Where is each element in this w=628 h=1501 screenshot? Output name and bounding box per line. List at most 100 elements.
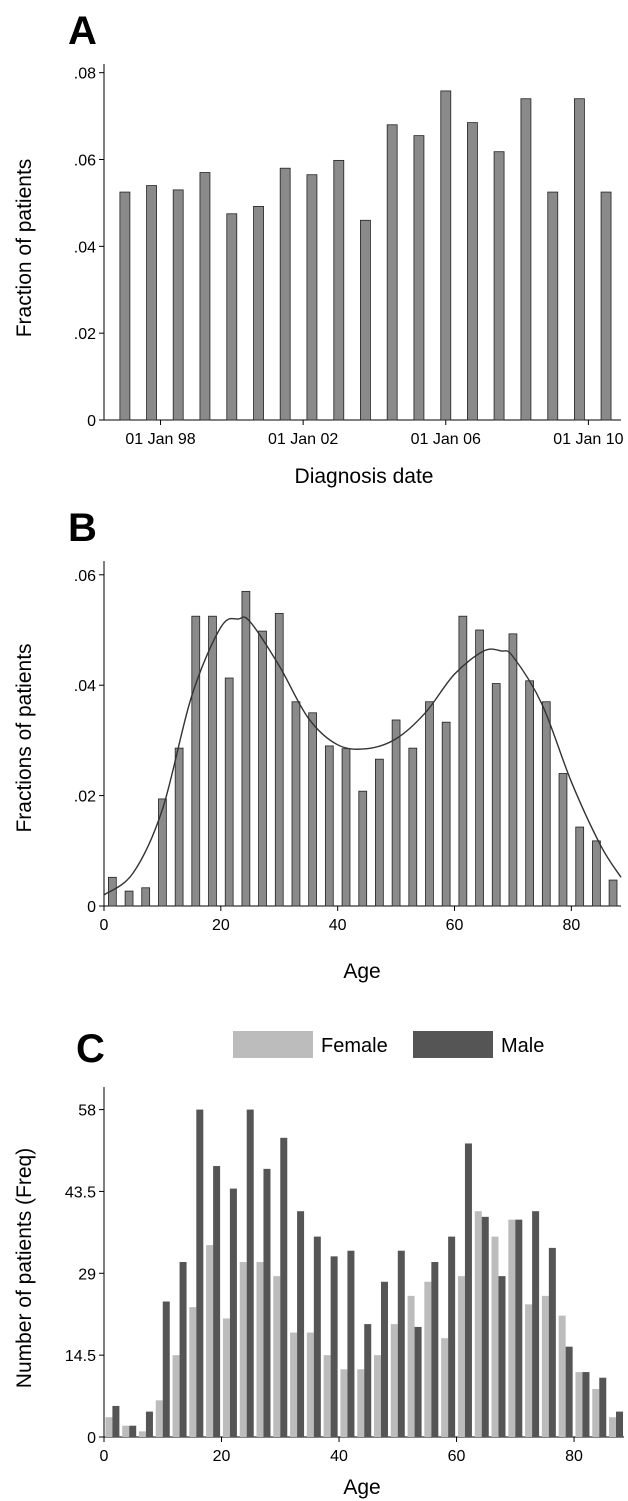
bar bbox=[333, 159, 345, 421]
bar bbox=[224, 677, 234, 907]
y-tick-label: 0 bbox=[87, 1430, 96, 1447]
bar-male bbox=[112, 1405, 120, 1437]
legend-label-male: Male bbox=[501, 1035, 544, 1057]
bar bbox=[306, 174, 318, 421]
x-tick-label: 80 bbox=[562, 917, 580, 934]
y-tick-label: 0 bbox=[87, 899, 96, 916]
x-tick-label: 01 Jan 02 bbox=[268, 431, 338, 448]
bar-female bbox=[138, 1431, 146, 1437]
bar bbox=[279, 167, 291, 421]
bar bbox=[547, 191, 559, 421]
bar-female bbox=[575, 1372, 583, 1437]
bar-female bbox=[239, 1262, 247, 1437]
y-tick-label: 0 bbox=[87, 413, 96, 430]
panel-b-ylabel: Fractions of patients bbox=[13, 643, 36, 832]
bar-female bbox=[172, 1355, 180, 1437]
legend-swatch-female bbox=[233, 1031, 313, 1058]
bar bbox=[467, 122, 478, 421]
bar-male bbox=[297, 1211, 305, 1437]
bar bbox=[520, 98, 532, 421]
panel-b-plot: 0 .02 .04 .06 0 20 40 60 80 bbox=[74, 561, 622, 934]
panel-a-ylabel: Fraction of patients bbox=[13, 159, 36, 338]
bar-male bbox=[330, 1256, 338, 1437]
bar-male bbox=[213, 1166, 221, 1437]
y-tick-label: 58 bbox=[78, 1103, 96, 1120]
bar bbox=[375, 758, 384, 907]
bar bbox=[493, 151, 505, 421]
bar bbox=[358, 790, 368, 907]
panel-b-xlabel: Age bbox=[343, 960, 380, 983]
x-tick-label: 40 bbox=[330, 1448, 348, 1465]
bar bbox=[146, 185, 157, 421]
bar bbox=[191, 615, 201, 907]
legend-swatch-male bbox=[413, 1031, 493, 1058]
panel-a: A Fraction of patients Diagnosis date 0.… bbox=[13, 9, 624, 488]
bar-male bbox=[498, 1276, 506, 1437]
bar-male bbox=[162, 1301, 170, 1437]
bar bbox=[241, 590, 251, 907]
y-tick-label: .08 bbox=[74, 66, 96, 83]
bar-male bbox=[515, 1219, 523, 1437]
bar-female bbox=[323, 1355, 331, 1437]
bar-male bbox=[616, 1411, 624, 1437]
bar bbox=[475, 629, 484, 907]
bar-male bbox=[448, 1236, 456, 1437]
y-tick-label: 43.5 bbox=[65, 1184, 96, 1201]
y-tick-label: 14.5 bbox=[65, 1348, 96, 1365]
bar bbox=[425, 701, 434, 907]
x-tick-label: 60 bbox=[446, 917, 464, 934]
bar-female bbox=[122, 1425, 130, 1437]
bar bbox=[391, 719, 401, 907]
y-tick-label: .04 bbox=[74, 678, 96, 695]
bar bbox=[558, 773, 568, 907]
bar-female bbox=[525, 1304, 533, 1437]
bar bbox=[141, 887, 151, 907]
bar-female bbox=[474, 1211, 482, 1437]
panel-c-ylabel: Number of patients (Freq) bbox=[13, 1148, 36, 1388]
panel-a-plot: 0 .02 .04 .06 .08 01 Jan 98 01 Jan 02 01 Jan 06… bbox=[74, 64, 624, 448]
bar bbox=[508, 633, 518, 907]
bar-male bbox=[263, 1168, 271, 1437]
bar-male bbox=[599, 1377, 607, 1437]
bar bbox=[360, 219, 371, 421]
bar bbox=[308, 712, 317, 907]
bar-female bbox=[373, 1355, 381, 1437]
bar bbox=[274, 613, 284, 907]
y-tick-label: .02 bbox=[74, 326, 96, 343]
bar-male bbox=[313, 1236, 321, 1437]
bar bbox=[386, 124, 398, 421]
bar-male bbox=[280, 1137, 288, 1437]
bar bbox=[525, 680, 534, 907]
bar-female bbox=[357, 1369, 365, 1437]
bar-female bbox=[424, 1281, 432, 1437]
bar bbox=[592, 840, 601, 907]
panel-b: B Fractions of patients Age 0 .02 .04 .06 0 2… bbox=[13, 506, 622, 983]
bar bbox=[574, 98, 585, 421]
bar-female bbox=[457, 1276, 465, 1437]
bar bbox=[172, 189, 184, 421]
bar bbox=[124, 890, 134, 907]
bar-female bbox=[189, 1307, 197, 1437]
y-tick-label: .06 bbox=[74, 153, 96, 170]
legend: Female Male bbox=[233, 1031, 544, 1058]
x-tick-label: 40 bbox=[329, 917, 347, 934]
bar-male bbox=[347, 1250, 355, 1437]
x-tick-label: 20 bbox=[212, 917, 230, 934]
bar-male bbox=[196, 1109, 204, 1437]
bar bbox=[119, 191, 131, 421]
bar-male bbox=[431, 1262, 439, 1437]
bar-female bbox=[105, 1417, 113, 1437]
bar-male bbox=[464, 1143, 472, 1437]
bar bbox=[258, 630, 267, 907]
bar-male bbox=[364, 1324, 372, 1437]
bar bbox=[408, 747, 418, 907]
bar bbox=[441, 721, 451, 907]
panel-c-plot: 0 14.5 29 43.5 58 0 20 40 60 80 bbox=[65, 1087, 624, 1465]
bar-female bbox=[390, 1324, 398, 1437]
bar-male bbox=[129, 1425, 137, 1437]
x-tick-label: 01 Jan 98 bbox=[125, 431, 195, 448]
x-tick-label: 01 Jan 06 bbox=[411, 431, 481, 448]
y-tick-label: 29 bbox=[78, 1266, 96, 1283]
bar bbox=[208, 615, 217, 907]
bar-female bbox=[256, 1262, 264, 1437]
